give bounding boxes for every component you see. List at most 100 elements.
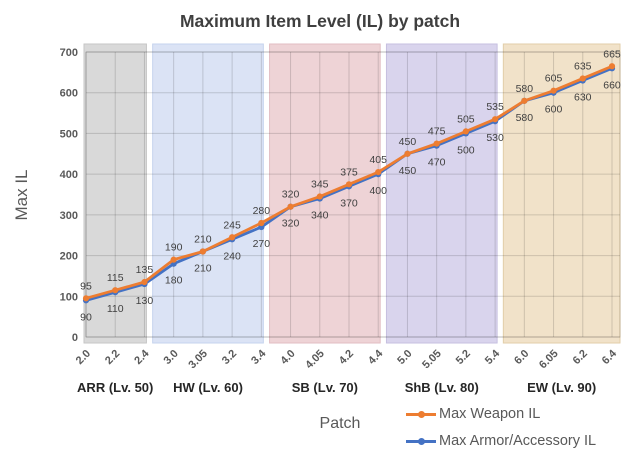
data-label: 450 <box>399 136 417 148</box>
data-point <box>462 128 469 135</box>
data-label: 600 <box>545 104 563 116</box>
data-point <box>521 97 528 104</box>
data-point <box>433 140 440 147</box>
data-label: 115 <box>107 272 124 284</box>
legend-label: Max Armor/Accessory IL <box>439 433 597 449</box>
y-tick-label: 200 <box>60 251 78 263</box>
data-label: 530 <box>486 132 504 144</box>
x-tick-label: 3.4 <box>249 347 269 367</box>
data-label: 535 <box>486 101 504 113</box>
data-label: 450 <box>399 165 417 177</box>
data-label: 505 <box>457 113 475 125</box>
data-point <box>112 287 119 294</box>
data-label: 340 <box>311 210 329 222</box>
expansion-band <box>269 43 381 344</box>
data-point <box>258 219 265 227</box>
y-tick-label: 700 <box>60 47 78 59</box>
y-tick-label: 500 <box>60 128 78 140</box>
legend: Max Weapon IL Max Armor/Accessory IL <box>406 403 596 452</box>
y-tick-label: 600 <box>60 88 78 100</box>
legend-item-max-armor-accessory-il: Max Armor/Accessory IL <box>406 430 596 452</box>
expansion-label: EW (Lv. 90) <box>527 380 596 395</box>
x-tick-label: 2.4 <box>132 347 152 367</box>
data-point <box>199 248 206 255</box>
data-label: 370 <box>340 197 358 209</box>
x-tick-label: 6.0 <box>512 348 531 367</box>
x-tick-label: 5.4 <box>483 347 503 367</box>
x-tick-label: 3.2 <box>220 348 239 367</box>
expansion-band <box>385 43 498 344</box>
legend-item-max-weapon-il: Max Weapon IL <box>406 403 596 425</box>
data-point <box>82 295 90 302</box>
expansion-label: SB (Lv. 70) <box>292 380 358 395</box>
data-label: 245 <box>223 219 241 231</box>
x-tick-label: 4.4 <box>366 347 386 367</box>
data-label: 240 <box>223 250 241 262</box>
data-label: 320 <box>282 218 300 230</box>
data-point <box>404 150 411 157</box>
x-tick-label: 3.05 <box>186 348 210 372</box>
x-tick-label: 4.0 <box>278 348 297 367</box>
x-tick-label: 3.0 <box>161 348 180 367</box>
data-label: 280 <box>253 205 271 217</box>
x-tick-label: 6.4 <box>600 347 620 367</box>
x-tick-label: 5.0 <box>395 348 414 367</box>
legend-label: Max Weapon IL <box>439 406 541 422</box>
data-label: 580 <box>516 83 534 95</box>
data-label: 270 <box>253 238 271 250</box>
data-label: 130 <box>136 295 154 307</box>
x-tick-label: 6.05 <box>537 348 561 372</box>
legend-line-marker-icon <box>406 409 439 420</box>
data-point <box>579 75 586 82</box>
x-tick-label: 2.0 <box>74 348 93 367</box>
data-label: 375 <box>340 166 358 178</box>
data-point <box>287 203 294 210</box>
data-point <box>550 87 557 94</box>
expansion-label: ARR (Lv. 50) <box>77 380 153 395</box>
legend-line-marker-icon <box>406 436 439 447</box>
data-label: 345 <box>311 179 329 191</box>
data-label: 210 <box>194 263 212 275</box>
y-tick-label: 300 <box>60 210 78 222</box>
data-label: 180 <box>165 275 183 287</box>
data-label: 135 <box>136 264 154 276</box>
expansion-label: HW (Lv. 60) <box>173 380 243 395</box>
data-label: 500 <box>457 144 475 156</box>
expansion-band <box>152 43 264 344</box>
x-tick-label: 5.05 <box>420 348 444 372</box>
data-label: 660 <box>603 79 621 91</box>
data-point <box>608 63 616 70</box>
expansion-band <box>502 43 621 344</box>
data-label: 630 <box>574 92 592 104</box>
y-tick-label: 100 <box>60 291 78 303</box>
data-label: 635 <box>574 60 592 72</box>
data-label: 210 <box>194 234 212 246</box>
x-tick-label: 5.2 <box>454 348 473 367</box>
data-label: 110 <box>107 303 124 315</box>
data-label: 405 <box>369 154 387 166</box>
data-label: 320 <box>282 189 300 201</box>
data-point <box>229 234 236 241</box>
x-tick-label: 6.2 <box>571 348 590 367</box>
data-point <box>492 116 499 123</box>
expansion-label: ShB (Lv. 80) <box>405 380 479 395</box>
data-label: 90 <box>80 311 92 323</box>
data-label: 665 <box>603 48 621 60</box>
data-label: 190 <box>165 242 183 254</box>
y-tick-label: 400 <box>60 169 78 181</box>
y-tick-label: 0 <box>72 332 78 344</box>
data-point <box>141 278 148 286</box>
data-point <box>170 256 177 263</box>
data-point <box>345 181 353 188</box>
x-tick-label: 4.05 <box>303 348 327 372</box>
chart-title: Maximum Item Level (IL) by patch <box>179 11 461 31</box>
x-tick-label: 2.2 <box>103 348 122 367</box>
data-label: 95 <box>80 280 92 292</box>
data-point <box>375 169 382 176</box>
data-label: 475 <box>428 126 446 138</box>
data-label: 400 <box>369 185 387 197</box>
x-tick-label: 4.2 <box>337 348 356 367</box>
data-label: 605 <box>545 73 563 85</box>
